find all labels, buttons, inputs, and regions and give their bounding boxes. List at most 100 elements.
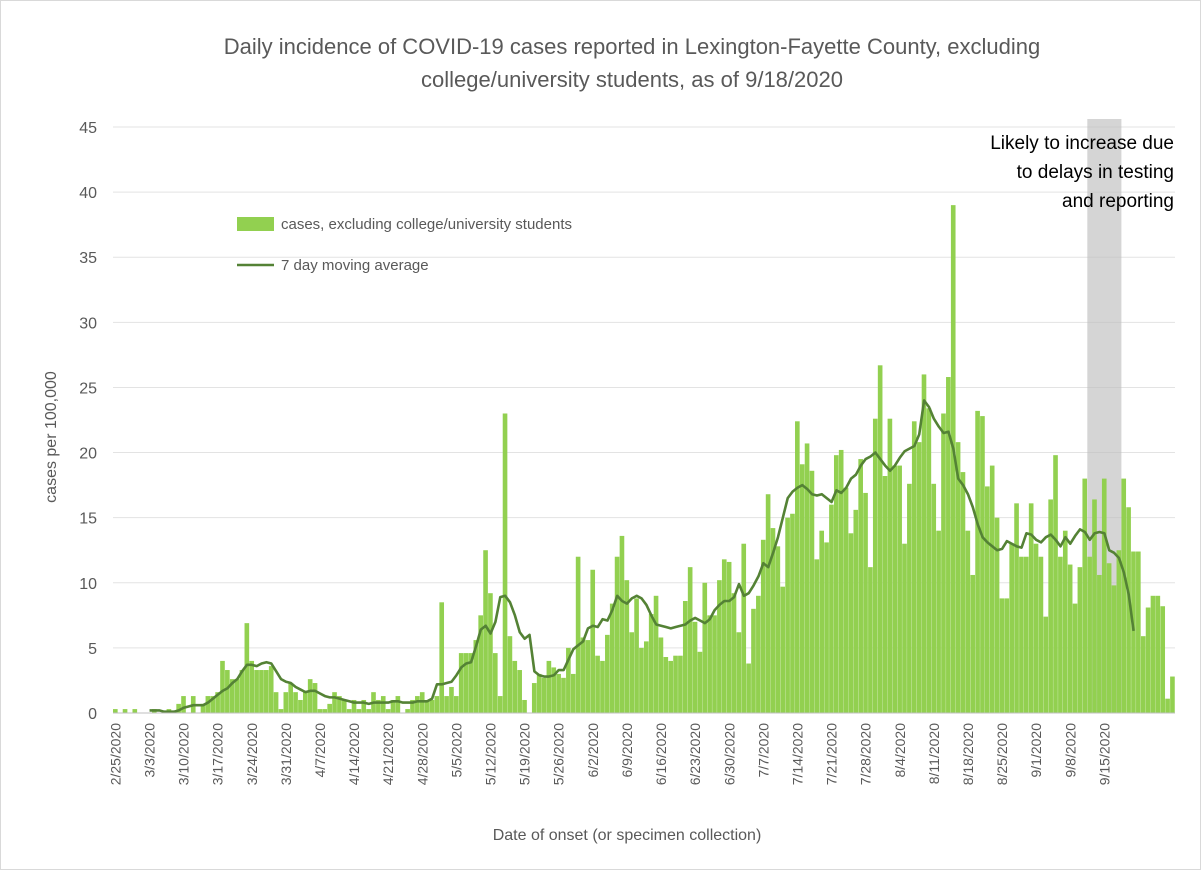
bar (863, 492, 868, 713)
bar (1106, 563, 1112, 713)
bar (595, 655, 600, 713)
bar (497, 696, 503, 713)
x-tick-label: 6/9/2020 (619, 723, 635, 778)
y-tick-label: 25 (79, 380, 97, 397)
bar (605, 634, 610, 713)
bar (244, 623, 250, 713)
bar (799, 464, 805, 713)
bar (356, 709, 362, 713)
bar (415, 696, 420, 713)
bar (332, 692, 337, 713)
bar-series (113, 205, 1175, 713)
bar (897, 465, 902, 713)
bar (872, 418, 878, 713)
x-tick-label: 4/21/2020 (380, 723, 396, 785)
bar (780, 586, 786, 713)
bar (380, 696, 386, 713)
bar (955, 442, 961, 713)
bar (760, 539, 766, 713)
bar (575, 556, 581, 713)
bar (429, 699, 435, 713)
bar (405, 709, 410, 713)
x-tick-label: 3/31/2020 (278, 723, 294, 785)
bar (678, 655, 683, 713)
bar (205, 696, 211, 713)
bar (376, 699, 381, 713)
bar (488, 593, 493, 713)
bar (1077, 567, 1083, 713)
y-tick-label: 0 (88, 706, 97, 723)
bar (1028, 503, 1034, 713)
bar (239, 670, 245, 713)
bar (1067, 564, 1073, 713)
bar (293, 692, 298, 713)
bar (985, 486, 990, 713)
bar (1058, 556, 1063, 713)
bar (965, 530, 971, 713)
bar (531, 683, 537, 713)
legend-line-label: 7 day moving average (281, 257, 429, 274)
bar (609, 603, 615, 713)
bar (346, 709, 352, 713)
annotation-line-1: Likely to increase due (990, 133, 1174, 154)
bar (341, 699, 347, 713)
bar (439, 602, 445, 713)
bar (634, 598, 639, 713)
x-tick-label: 8/18/2020 (960, 723, 976, 785)
bar (492, 653, 498, 713)
bar (1062, 530, 1068, 713)
bar (1019, 556, 1024, 713)
bar (804, 443, 810, 713)
bar (113, 709, 118, 713)
bar (614, 556, 620, 713)
bar (624, 580, 630, 713)
bar (668, 660, 673, 713)
bar (254, 670, 259, 713)
moving-average-line (149, 399, 1135, 713)
chart-title-line-1: Daily incidence of COVID-19 cases report… (224, 34, 1040, 59)
x-tick-label: 6/30/2020 (721, 723, 737, 785)
bar (259, 670, 264, 713)
x-tick-label: 4/14/2020 (346, 723, 362, 785)
bar (790, 513, 795, 713)
bar (468, 653, 474, 713)
bar (926, 408, 932, 713)
bar (434, 696, 440, 713)
y-tick-label: 45 (79, 120, 97, 137)
y-axis-ticks: 0 5 10 15 20 25 30 35 40 45 (79, 120, 97, 723)
x-tick-label: 5/5/2020 (448, 723, 464, 778)
chart-title-line-2: college/university students, as of 9/18/… (421, 67, 843, 92)
bar (268, 666, 274, 713)
bar (882, 476, 888, 713)
bar (522, 699, 527, 713)
bar (814, 559, 820, 713)
bar (1140, 636, 1146, 713)
bar (220, 660, 225, 713)
y-tick-label: 15 (79, 511, 97, 528)
bar (819, 530, 825, 713)
bar (848, 533, 854, 713)
bar (541, 677, 547, 713)
bar (210, 696, 216, 713)
x-tick-label: 4/28/2020 (414, 723, 430, 785)
bar (717, 580, 722, 713)
bar (663, 657, 669, 713)
bar (454, 696, 459, 713)
bar (1160, 606, 1166, 713)
bar (561, 677, 566, 713)
bar (697, 651, 703, 713)
y-tick-label: 20 (79, 446, 97, 463)
bar (1048, 499, 1053, 713)
bar (512, 660, 518, 713)
bar (1023, 556, 1029, 713)
x-tick-label: 6/16/2020 (653, 723, 669, 785)
bar (765, 494, 771, 713)
bar (1150, 595, 1156, 713)
bar (1136, 551, 1141, 713)
bar (721, 559, 727, 713)
bar (911, 421, 917, 713)
bar (249, 660, 255, 713)
bar (648, 614, 654, 713)
bar (941, 413, 946, 713)
